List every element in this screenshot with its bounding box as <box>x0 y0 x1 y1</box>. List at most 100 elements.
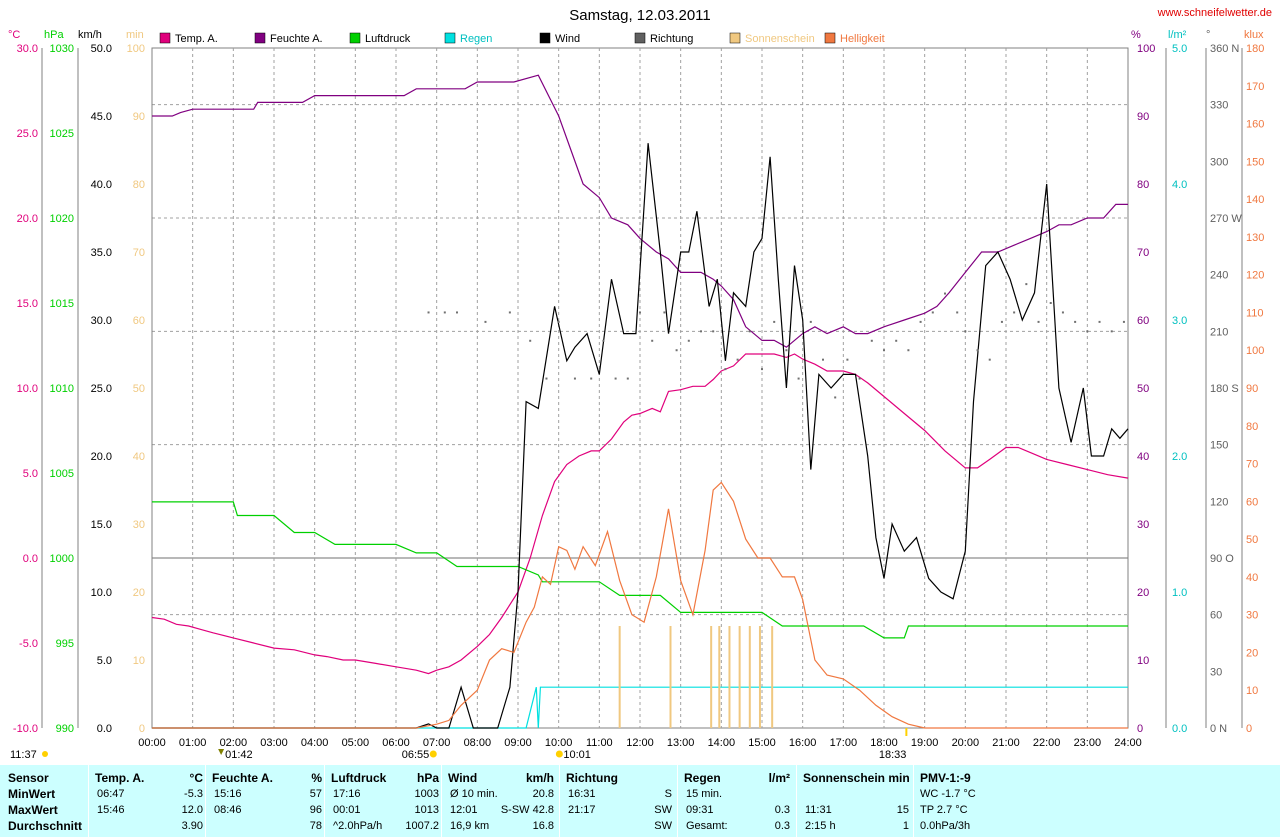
x-tick-label: 23:00 <box>1074 737 1102 749</box>
rain-tick-label: 3.0 <box>1172 315 1187 327</box>
direction-point <box>822 358 824 361</box>
x-tick-label: 06:00 <box>382 737 410 749</box>
direction-tick-label: 180 S <box>1210 383 1239 395</box>
rain-tick-label: 4.0 <box>1172 179 1187 191</box>
humidity-tick-label: 80 <box>1137 179 1149 191</box>
klux-tick-label: 140 <box>1246 194 1264 206</box>
direction-point <box>956 311 959 314</box>
moon-phase-label: 11:37 <box>10 749 37 761</box>
pressure-tick-label: 1020 <box>50 213 74 225</box>
direction-point <box>846 358 849 361</box>
direction-tick-label: 300 <box>1210 156 1228 168</box>
klux-tick-label: 150 <box>1246 156 1264 168</box>
stats-column-separator <box>324 765 325 837</box>
klux-tick-label: 0 <box>1246 723 1252 735</box>
direction-tick-label: 90 O <box>1210 553 1234 565</box>
legend-swatch <box>729 32 741 44</box>
stats-time: Ø 10 min. <box>450 788 498 800</box>
stats-value: 12.0 <box>181 804 203 816</box>
stats-row-label: MinWert <box>8 787 56 801</box>
stats-time: Gesamt: <box>686 820 728 832</box>
axis-unit-label: hPa <box>44 29 64 41</box>
axis-unit-label: klux <box>1244 29 1264 41</box>
temp-tick-label: 0.0 <box>23 553 38 565</box>
stats-header: Richtung <box>566 771 618 785</box>
klux-tick-label: 70 <box>1246 459 1258 471</box>
wind-tick-label: 40.0 <box>91 179 112 191</box>
direction-point <box>809 320 812 323</box>
stats-value: SW <box>654 820 672 832</box>
legend-label: Regen <box>460 33 492 45</box>
pressure-tick-label: 990 <box>56 723 74 735</box>
moonrise-label: 10:01 <box>563 749 591 761</box>
humidity-tick-label: 20 <box>1137 587 1149 599</box>
stats-value: SW <box>654 804 672 816</box>
wind-tick-label: 10.0 <box>91 587 112 599</box>
temp-tick-label: 25.0 <box>17 128 38 140</box>
direction-point <box>651 339 654 342</box>
sunshine-tick-label: 60 <box>133 315 145 327</box>
legend-label: Feuchte A. <box>270 33 323 45</box>
direction-point <box>573 377 576 380</box>
sunrise-label: 06:55 <box>402 749 430 761</box>
legend-label: Temp. A. <box>175 33 218 45</box>
stats-column-separator <box>88 765 89 837</box>
x-tick-label: 17:00 <box>830 737 858 749</box>
legend-swatch <box>444 32 456 44</box>
direction-tick-label: 270 W <box>1210 213 1242 225</box>
axis-unit-label: km/h <box>78 29 102 41</box>
rain-tick-label: 5.0 <box>1172 43 1187 55</box>
pressure-tick-label: 1000 <box>50 553 74 565</box>
direction-tick-label: 0 N <box>1210 723 1227 735</box>
direction-tick-label: 360 N <box>1210 43 1239 55</box>
klux-tick-label: 130 <box>1246 232 1264 244</box>
stats-column-separator <box>205 765 206 837</box>
series-line <box>152 143 1129 729</box>
direction-point <box>883 349 885 352</box>
stats-unit: hPa <box>416 771 439 785</box>
direction-point <box>761 368 763 371</box>
stats-value: WC -1.7 °C <box>920 788 976 800</box>
direction-tick-label: 30 <box>1210 666 1222 678</box>
humidity-tick-label: 60 <box>1137 315 1149 327</box>
direction-tick-label: 240 <box>1210 270 1228 282</box>
stats-time: 16,9 km <box>450 820 490 832</box>
legend-swatch <box>349 32 361 44</box>
wind-tick-label: 50.0 <box>91 43 112 55</box>
stats-header: PMV-1:-9 <box>920 771 971 785</box>
stats-value: -5.3 <box>184 788 203 800</box>
direction-tick-label: 60 <box>1210 610 1222 622</box>
direction-point <box>663 311 666 314</box>
stats-value: 0.3 <box>774 820 790 832</box>
humidity-tick-label: 40 <box>1137 451 1149 463</box>
direction-point <box>1122 320 1125 323</box>
legend: Temp. A. Feuchte A. Luftdruck Regen Wind Rich… <box>159 32 885 45</box>
wind-tick-label: 30.0 <box>91 315 112 327</box>
weather-chart: Samstag, 12.03.2011 www.schneifelwetter.… <box>8 7 1272 761</box>
legend-swatch <box>254 32 266 44</box>
series-line <box>152 501 1128 639</box>
stats-time: 09:31 <box>686 804 714 816</box>
sunshine-tick-label: 10 <box>133 655 145 667</box>
direction-point <box>724 368 727 371</box>
x-tick-label: 24:00 <box>1114 737 1142 749</box>
sunshine-tick-label: 20 <box>133 587 145 599</box>
x-tick-label: 10:00 <box>545 737 573 749</box>
axes: °C hPa km/h min% l/m² ° klux 30.0 25.0 20.0 15.0 10… <box>8 29 1264 749</box>
temp-tick-label: 10.0 <box>17 383 38 395</box>
series-line <box>151 353 1129 675</box>
direction-point <box>456 311 458 314</box>
sunshine-tick-label: 0 <box>139 723 145 735</box>
direction-point <box>976 349 979 352</box>
direction-point <box>834 396 837 399</box>
sunshine-tick-label: 30 <box>133 519 145 531</box>
sunshine-tick-label: 90 <box>133 111 145 123</box>
direction-tick-label: 120 <box>1210 496 1228 508</box>
x-tick-label: 13:00 <box>667 737 695 749</box>
stats-column-separator <box>913 765 914 837</box>
moonrise-icon <box>555 750 563 758</box>
direction-point <box>944 292 946 295</box>
humidity-tick-label: 10 <box>1137 655 1149 667</box>
stats-header: Sensor <box>8 771 49 785</box>
stats-value: 16.8 <box>532 820 554 832</box>
